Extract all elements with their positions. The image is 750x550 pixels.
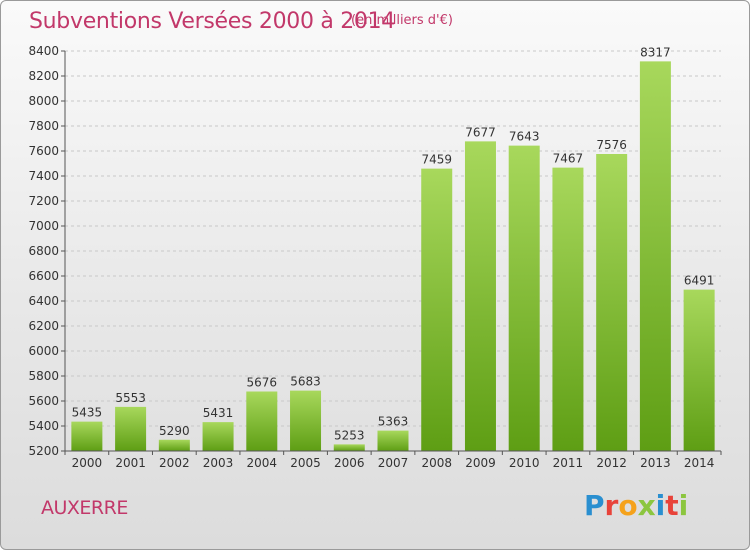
x-tick-label: 2004 [247,456,278,470]
data-label: 7576 [596,138,627,152]
y-tick-label: 7400 [28,169,59,183]
logo-letter: P [584,489,605,522]
y-tick-label: 5600 [28,394,59,408]
data-label: 5683 [290,375,321,389]
city-name: AUXERRE [41,497,128,519]
y-tick-label: 5400 [28,419,59,433]
x-axis: 2000 2001 2002 2003 2004 2005 2006 2007 2008 2009… [64,450,722,470]
bar-2008 [421,168,453,451]
bar-2005 [290,390,322,451]
y-tick-label: 6800 [28,244,59,258]
data-label: 7467 [553,152,584,166]
bar-2007 [377,430,409,451]
bar-2003 [202,422,234,451]
x-tick-label: 2001 [115,456,146,470]
y-tick-label: 7200 [28,194,59,208]
bar-2009 [464,141,496,451]
y-axis: 5200 5400 5600 5800 6000 6200 6400 6600 6800 7000… [28,44,66,458]
data-label: 7643 [509,130,540,144]
bars: 5435 5553 5290 5431 5676 5683 5253 5363 7459 7677… [71,45,715,451]
y-tick-label: 7600 [28,144,59,158]
chart-title: Subventions Versées 2000 à 2014 [29,9,396,34]
logo-letter: o [618,489,638,522]
y-tick-label: 8200 [28,69,59,83]
logo-letter: t [665,489,679,522]
data-label: 6491 [684,274,715,288]
x-tick-label: 2008 [421,456,452,470]
x-tick-label: 2003 [203,456,234,470]
y-tick-label: 8000 [28,94,59,108]
data-label: 5253 [334,428,365,442]
y-tick-label: 6200 [28,319,59,333]
bar-2012 [596,154,628,451]
logo-letter: i [655,489,666,522]
bar-2000 [71,421,103,451]
chart-subtitle: (en milliers d'€) [351,13,453,28]
y-tick-label: 8400 [28,44,59,58]
y-tick-label: 6400 [28,294,59,308]
data-label: 5553 [115,391,146,405]
y-tick-label: 5200 [28,444,59,458]
proxiti-logo[interactable]: Proxiti [584,489,688,522]
data-label: 8317 [640,45,671,59]
x-tick-label: 2000 [72,456,103,470]
x-tick-label: 2010 [509,456,540,470]
data-label: 5431 [203,406,234,420]
logo-letter: i [678,489,689,522]
bar-2006 [333,444,365,451]
data-label: 7459 [421,153,452,167]
x-tick-label: 2014 [684,456,715,470]
data-label: 5435 [72,406,103,420]
x-tick-label: 2002 [159,456,190,470]
x-tick-label: 2013 [640,456,671,470]
x-tick-label: 2012 [596,456,627,470]
x-tick-label: 2011 [553,456,584,470]
data-label: 5676 [247,376,278,390]
bar-2010 [508,145,540,451]
logo-letter: r [604,489,619,522]
logo-letter: x [637,489,656,522]
data-label: 5290 [159,424,190,438]
data-label: 7677 [465,125,496,139]
x-tick-label: 2005 [290,456,321,470]
y-tick-label: 5800 [28,369,59,383]
x-tick-label: 2007 [378,456,409,470]
bar-2013 [639,61,671,451]
y-tick-label: 6000 [28,344,59,358]
bar-2002 [158,439,190,451]
y-tick-label: 7000 [28,219,59,233]
bar-2004 [246,391,278,451]
x-tick-label: 2009 [465,456,496,470]
y-tick-label: 7800 [28,119,59,133]
bar-2014 [683,289,715,451]
bar-2001 [115,406,147,451]
data-label: 5363 [378,415,409,429]
bar-2011 [552,167,584,451]
x-tick-label: 2006 [334,456,365,470]
y-tick-label: 6600 [28,269,59,283]
